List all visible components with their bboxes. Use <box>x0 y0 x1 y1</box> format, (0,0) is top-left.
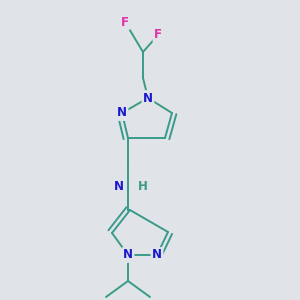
Text: F: F <box>121 16 129 28</box>
Text: N: N <box>114 179 124 193</box>
Text: N: N <box>117 106 127 119</box>
Text: N: N <box>143 92 153 104</box>
Text: N: N <box>123 248 133 262</box>
Text: F: F <box>154 28 162 41</box>
Text: N: N <box>152 248 162 262</box>
Text: H: H <box>138 179 148 193</box>
